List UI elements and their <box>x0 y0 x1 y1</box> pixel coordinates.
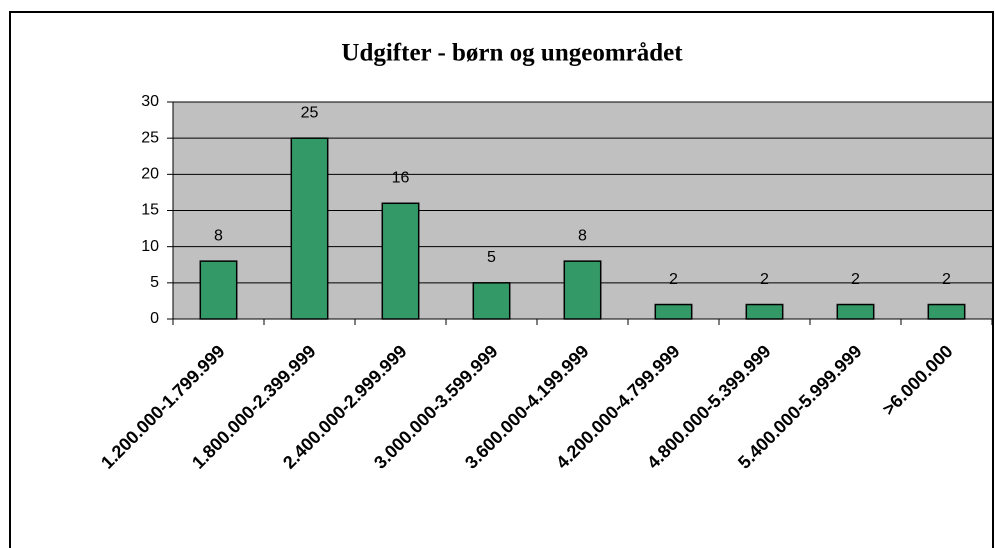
bar <box>654 303 693 320</box>
y-tick-label: 30 <box>141 93 159 110</box>
data-label: 8 <box>578 227 587 244</box>
bar <box>290 137 329 320</box>
y-tick-label: 15 <box>141 202 159 219</box>
y-tick-label: 25 <box>141 129 159 146</box>
y-tick-label: 5 <box>150 274 159 291</box>
chart-title: Udgifter - børn og ungeområdet <box>341 40 683 67</box>
y-tick-label: 0 <box>150 310 159 327</box>
data-label: 8 <box>214 227 223 244</box>
bar <box>745 303 784 320</box>
data-label: 2 <box>851 271 860 288</box>
bar <box>836 303 875 320</box>
bar <box>563 260 602 320</box>
data-label: 5 <box>487 249 496 266</box>
x-tick-label: >6.000.000 <box>878 341 956 419</box>
chart-frame <box>9 11 994 548</box>
data-label: 2 <box>669 271 678 288</box>
data-label: 25 <box>301 104 319 121</box>
y-tick-label: 10 <box>141 238 159 255</box>
bar <box>381 202 420 320</box>
data-label: 2 <box>760 271 769 288</box>
y-tick-label: 20 <box>141 166 159 183</box>
bar <box>472 282 511 320</box>
bar <box>199 260 238 320</box>
bar <box>927 303 966 320</box>
data-label: 16 <box>392 169 410 186</box>
data-label: 2 <box>942 271 951 288</box>
